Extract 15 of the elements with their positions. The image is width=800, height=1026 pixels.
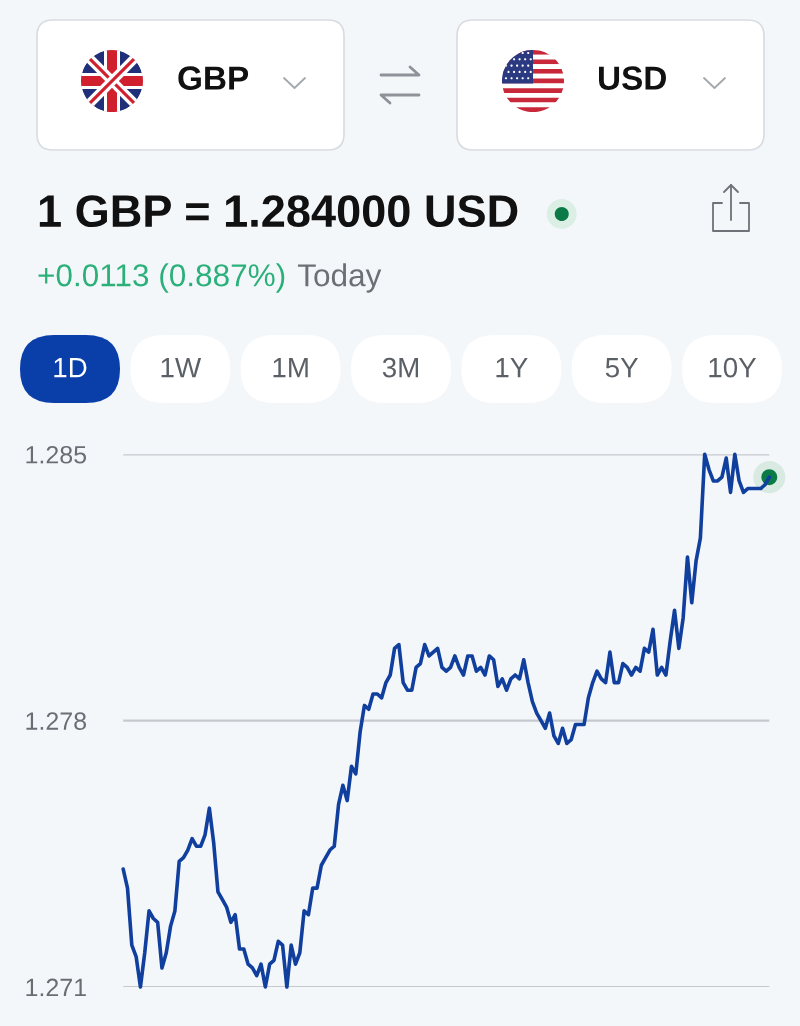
text: 1D	[54, 358, 87, 378]
text: 1Y	[496, 358, 528, 378]
text: 10Y	[709, 357, 757, 378]
y-tick-label: 1.271	[26, 978, 86, 997]
text: 1W	[161, 358, 202, 378]
chart-subtitle: +0.0113 (0.887%)	[38, 263, 285, 293]
text: GBP	[178, 66, 249, 90]
chart-title: 1 GBP = 1.284000 USD	[39, 195, 518, 228]
text: 5Y	[605, 358, 639, 378]
text: Today	[297, 263, 382, 293]
y-tick-label: 1.278	[26, 712, 87, 730]
text: 1M	[273, 358, 308, 378]
y-tick-label: 1.285	[26, 445, 87, 464]
text: 3M	[382, 357, 419, 378]
text: USD	[599, 66, 666, 90]
